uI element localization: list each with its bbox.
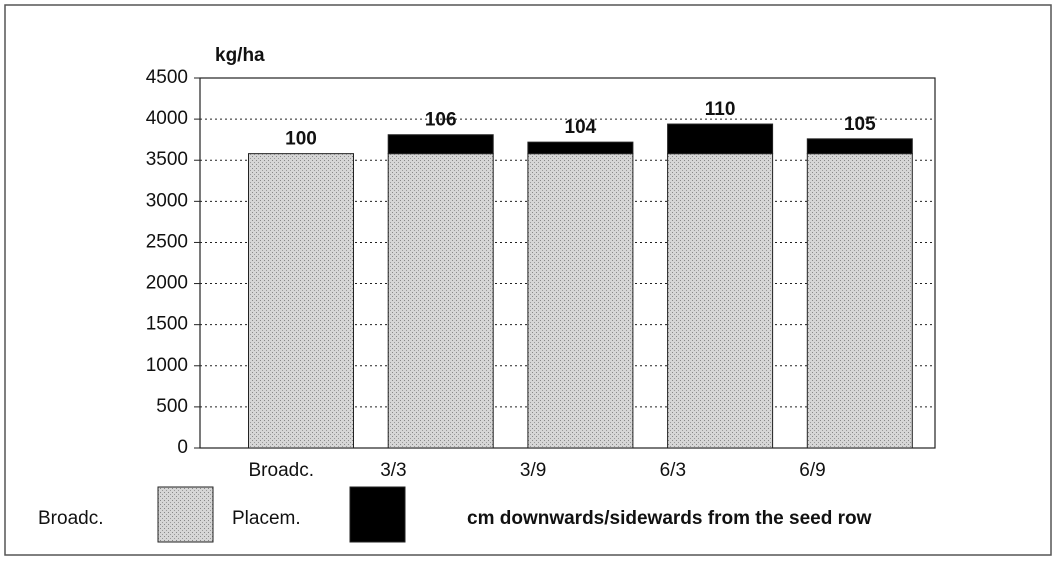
y-tick-label: 4500	[146, 67, 188, 88]
y-tick-label: 3000	[146, 190, 188, 211]
data-label: 106	[425, 110, 457, 131]
y-axis-label: kg/ha	[215, 45, 265, 66]
legend-swatch	[349, 486, 406, 543]
y-tick-label: 2000	[146, 273, 188, 294]
x-tick-label: 3/3	[380, 460, 406, 481]
bar-segment	[527, 141, 634, 155]
legend-label: Broadc.	[38, 508, 103, 529]
legend-swatch	[157, 486, 214, 543]
y-tick-label: 1500	[146, 314, 188, 335]
bar-segment	[248, 153, 354, 449]
y-tick-label: 4000	[146, 108, 188, 129]
bar-segment	[527, 153, 634, 449]
y-tick-label: 500	[156, 396, 188, 417]
bar-segment	[806, 138, 913, 155]
bar-segment	[667, 123, 774, 155]
x-axis-label: cm downwards/sidewards from the seed row	[467, 508, 872, 529]
data-label: 104	[565, 117, 597, 138]
data-label: 110	[705, 99, 736, 120]
x-tick-label: 6/9	[799, 460, 825, 481]
bar-segment	[387, 134, 494, 155]
y-tick-label: 2500	[146, 231, 188, 252]
bar-segment	[806, 153, 913, 449]
y-tick-label: 3500	[146, 149, 188, 170]
x-tick-label: 6/3	[660, 460, 686, 481]
x-tick-label: 3/9	[520, 460, 546, 481]
y-tick-label: 1000	[146, 355, 188, 376]
data-label: 105	[844, 114, 876, 135]
legend-label: Placem.	[232, 508, 301, 529]
bar-segment	[667, 153, 774, 449]
y-tick-label: 0	[177, 437, 188, 458]
data-label: 100	[285, 129, 317, 150]
x-tick-label: Broadc.	[249, 460, 314, 481]
bar-segment	[387, 153, 494, 449]
